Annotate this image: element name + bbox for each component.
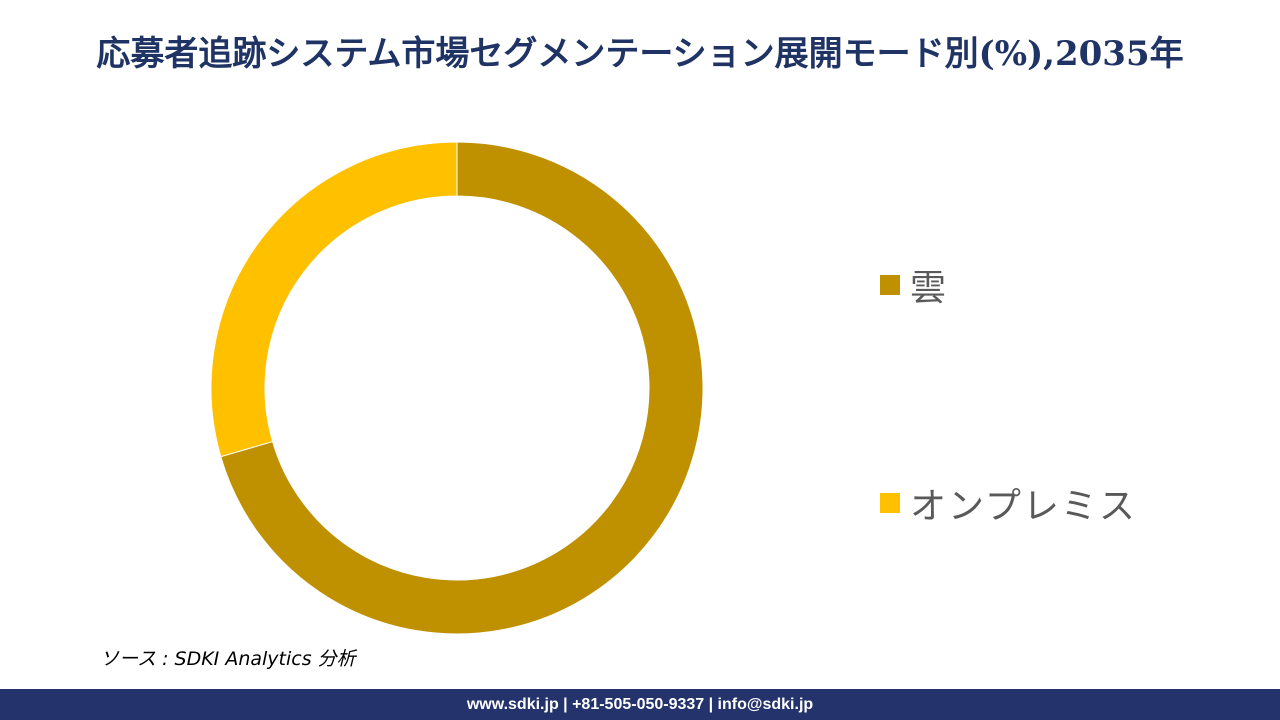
source-note: ソース : SDKI Analytics 分析	[100, 648, 356, 670]
donut-slice-2	[210, 141, 458, 458]
legend-label: オンプレミス	[910, 486, 1137, 527]
donut-slices	[210, 141, 704, 635]
donut-slice-1	[220, 141, 704, 635]
donut-chart	[210, 141, 704, 635]
legend-swatch	[880, 275, 900, 295]
chart-title: 応募者追跡システム市場セグメンテーション展開モード別(%),2035年	[96, 34, 1184, 74]
legend-item-1: 雲	[880, 259, 948, 311]
legend-swatch	[880, 493, 900, 513]
footer-bar: www.sdki.jp | +81-505-050-9337 | info@sd…	[0, 689, 1280, 720]
legend-label: 雲	[910, 268, 949, 309]
footer-contact: www.sdki.jp | +81-505-050-9337 | info@sd…	[466, 695, 814, 713]
legend-item-2: オンプレミス	[880, 477, 1137, 529]
